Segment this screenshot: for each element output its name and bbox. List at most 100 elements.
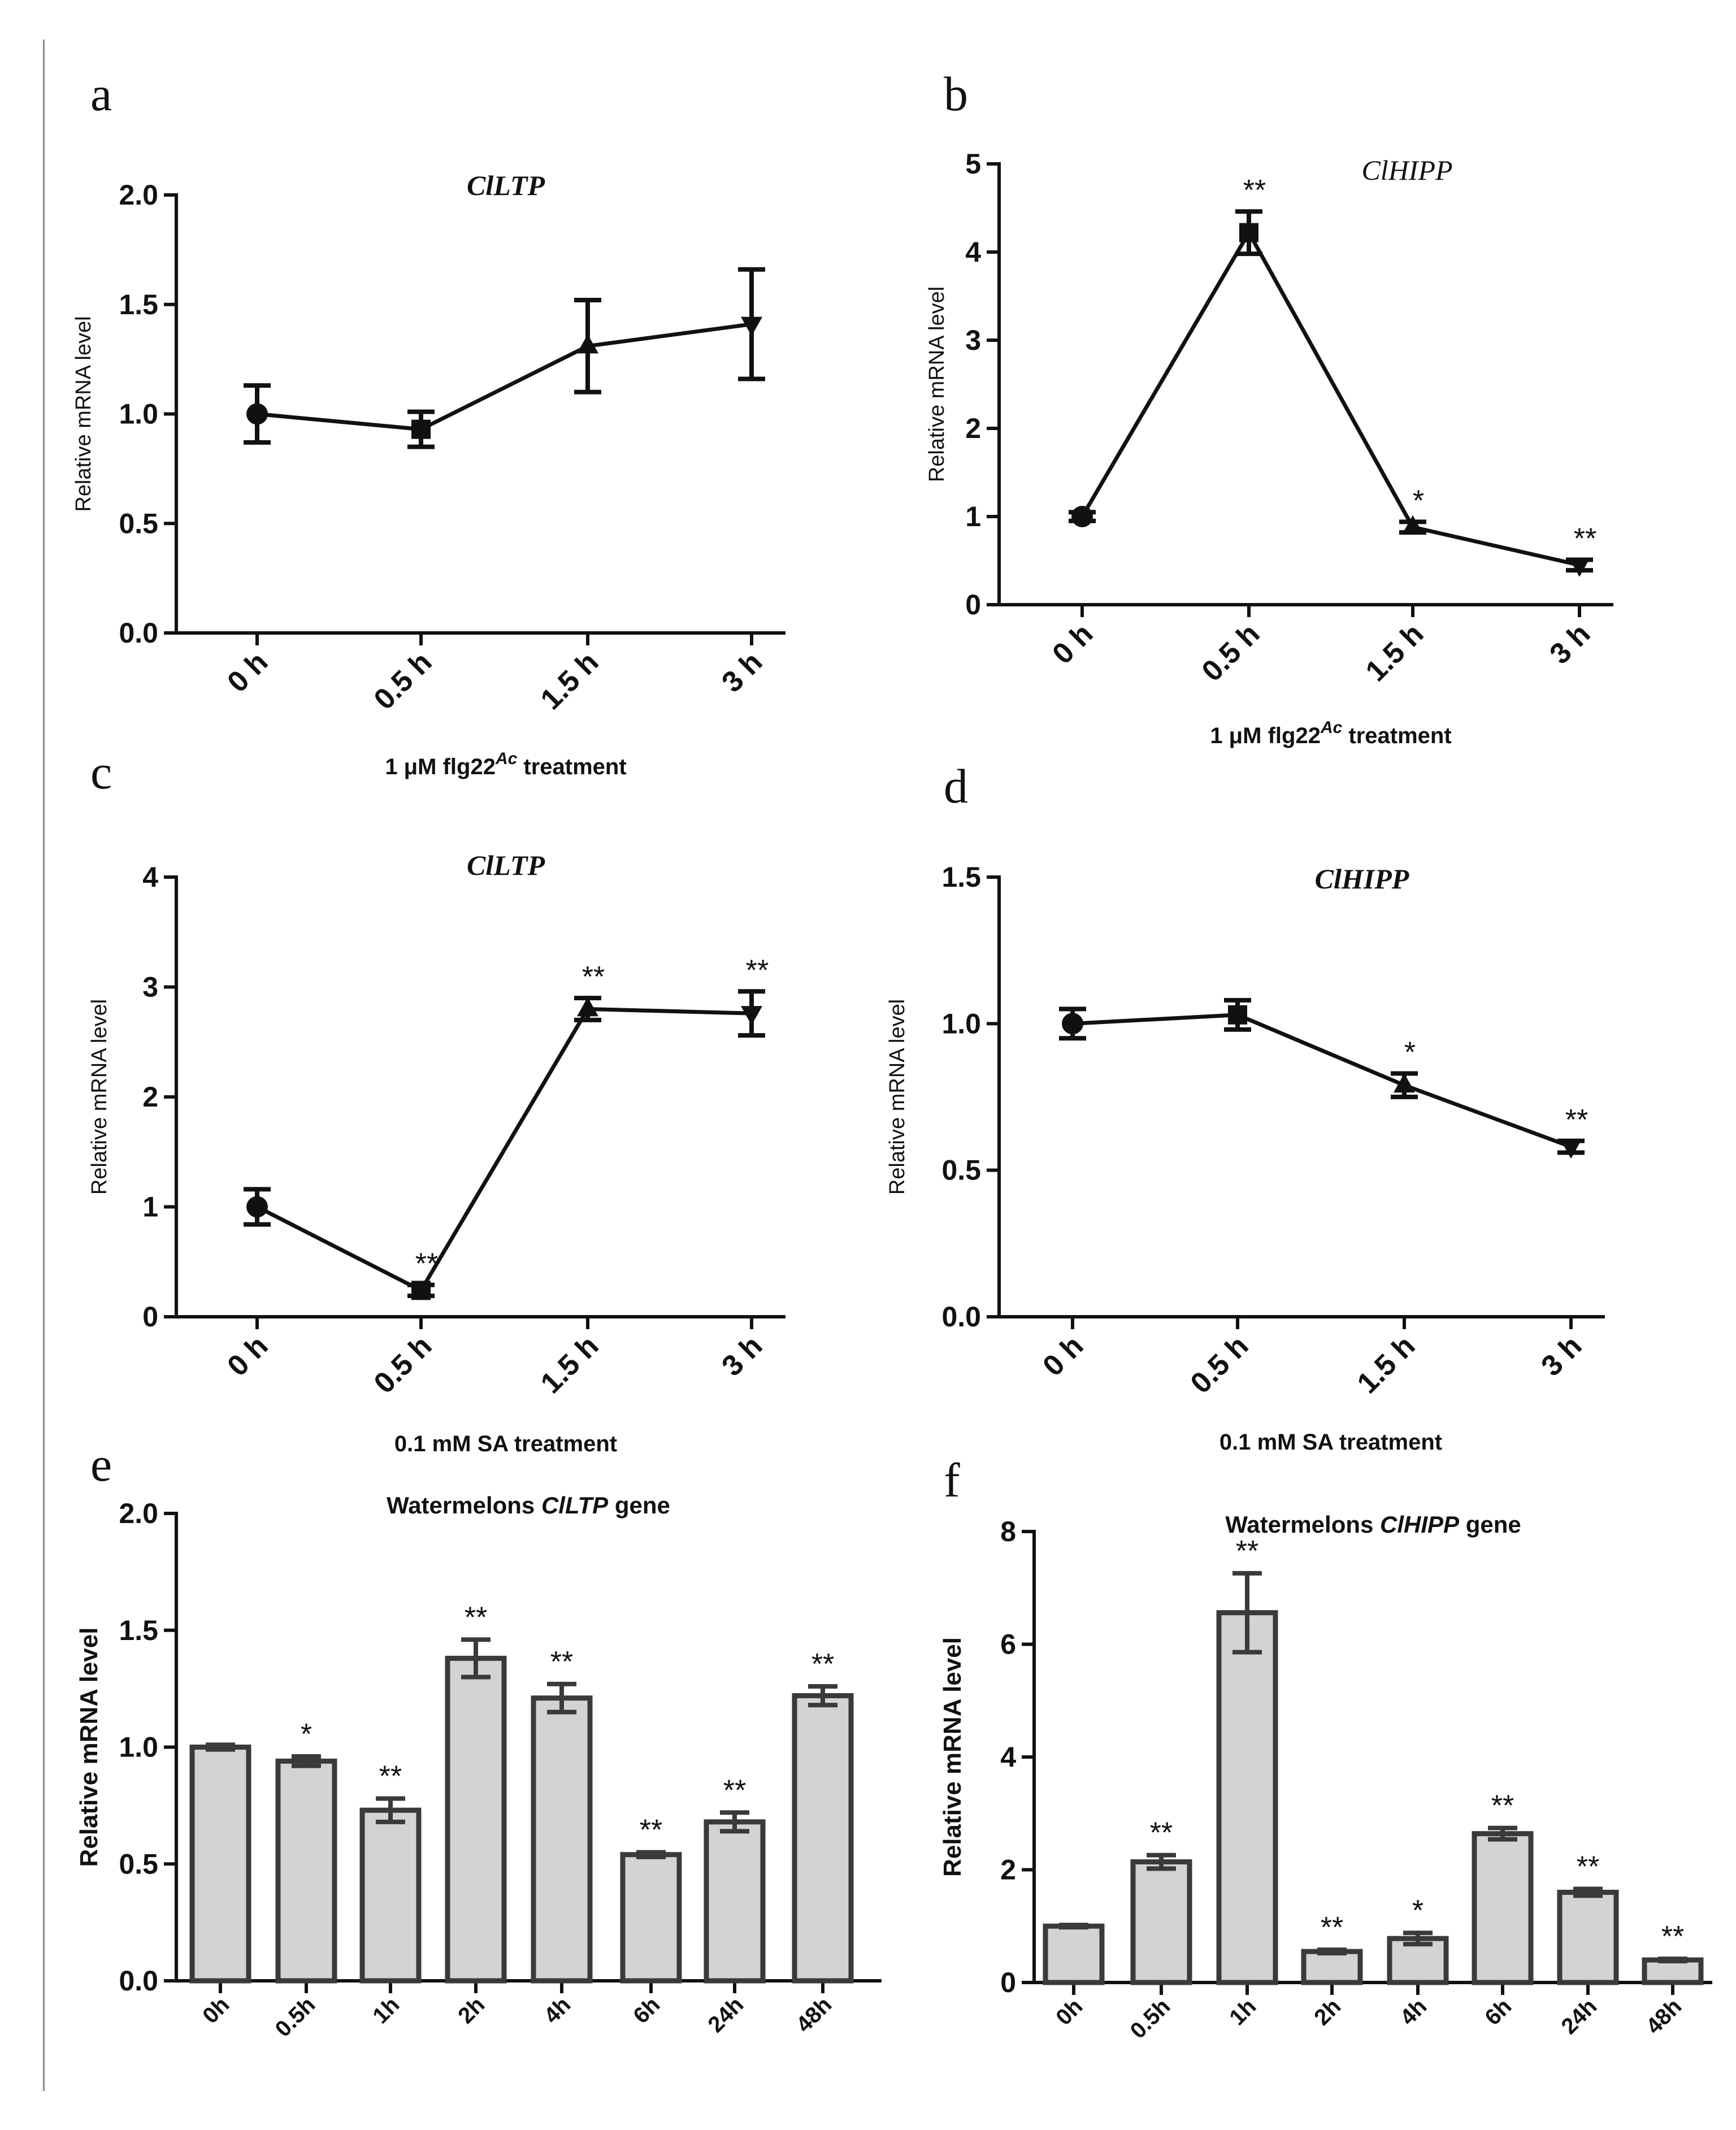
x-axis-label-sup: Ac <box>495 749 518 768</box>
x-axis-label-suffix: treatment <box>1342 723 1451 748</box>
x-axis-label-prefix: 1 μM flg22 <box>385 754 496 779</box>
marker-triangle-down-3 <box>741 1006 762 1026</box>
x-tick-label: 0.5h <box>271 1992 320 2042</box>
significance-label: ** <box>723 1774 746 1807</box>
significance-label: ** <box>582 961 605 994</box>
marker-triangle-down-3 <box>1569 557 1590 577</box>
bar-1h <box>1216 1610 1278 1985</box>
bar-2h <box>1301 1949 1363 1985</box>
x-tick-label: 48h <box>792 1992 837 2037</box>
marker-triangle-down-3 <box>741 316 762 336</box>
x-tick-label: 4h <box>1395 1994 1431 2030</box>
significance-label: * <box>301 1718 312 1751</box>
y-tick-label: 0 <box>142 1301 158 1333</box>
x-tick-label: 0.5 h <box>1184 1329 1255 1400</box>
bar-2h <box>445 1655 507 1984</box>
y-axis-label: Relative mRNA level <box>75 1628 103 1867</box>
y-tick-label: 2.0 <box>119 179 158 211</box>
significance-label: ** <box>640 1814 662 1847</box>
x-tick-label: 4h <box>539 1992 575 2028</box>
x-tick-label: 24h <box>1557 1994 1602 2039</box>
chart-title: Watermelons ClLTP gene <box>387 1492 670 1519</box>
significance-label: ** <box>746 954 769 987</box>
y-tick-label: 2 <box>142 1081 158 1113</box>
x-tick-label: 1.5 h <box>535 1329 605 1400</box>
y-tick-label: 2 <box>1000 1854 1016 1886</box>
x-tick-label: 0 h <box>1046 617 1099 670</box>
x-axis-label-sup: Ac <box>1320 718 1343 737</box>
significance-label: * <box>1413 484 1424 517</box>
y-axis-label: Relative mRNA level <box>925 287 949 482</box>
x-tick-label: 48h <box>1642 1994 1687 2039</box>
panel-a: a 0.0 0.5 1.0 1.5 2.0 0 h 0.5 h 1.5 h 3 h Relative… <box>72 67 785 779</box>
panel-f: f 0 2 4 6 8 0h 0.5h 1h 2h 4h 6h 24h 48h Relative mRNA … <box>939 1453 1712 2044</box>
significance-label: ** <box>1661 1920 1684 1953</box>
x-tick-label: 6h <box>1480 1994 1516 2030</box>
y-tick-label: 0.5 <box>119 1848 158 1880</box>
marker-triangle-up-2 <box>577 334 598 354</box>
marker-square-1 <box>1239 223 1258 242</box>
bar-24h <box>704 1819 766 1984</box>
y-axis-label: Relative mRNA level <box>72 316 96 511</box>
significance-label: ** <box>1321 1911 1343 1944</box>
marker-circle-0 <box>1071 506 1093 527</box>
x-tick-label: 3 h <box>715 1329 769 1382</box>
bar-1h <box>359 1807 422 1984</box>
series-line <box>1072 1013 1572 1149</box>
x-tick-label: 0 h <box>221 1329 274 1382</box>
significance-label: ** <box>550 1646 573 1678</box>
significance-label: * <box>1404 1036 1416 1069</box>
bar-24h <box>1557 1889 1619 1985</box>
series-line <box>257 322 752 432</box>
panel-c: c 0 1 2 3 4 0 h 0.5 h 1.5 h 3 h Relative mRNA leve… <box>88 745 785 1456</box>
significance-label: ** <box>811 1648 834 1681</box>
x-tick-label: 3 h <box>1543 617 1596 670</box>
left-border-line <box>43 40 45 2091</box>
series-line <box>256 1007 752 1293</box>
y-axis-label: Relative mRNA level <box>939 1637 966 1877</box>
y-tick-label: 3 <box>142 971 158 1003</box>
chart-title-prefix: Watermelons <box>1225 1511 1380 1538</box>
y-tick-label: 2.0 <box>119 1498 158 1529</box>
y-tick-label: 5 <box>965 148 981 180</box>
significance-label: ** <box>1491 1790 1514 1823</box>
chart-title: ClLTP <box>467 170 545 201</box>
y-tick-label: 4 <box>965 236 981 268</box>
marker-circle-0 <box>1062 1013 1083 1035</box>
y-tick-label: 4 <box>142 861 158 893</box>
marker-triangle-up-2 <box>577 997 598 1017</box>
y-tick-label: 1.5 <box>941 861 981 893</box>
panel-b: b 0 1 2 3 4 5 0 h 0.5 h 1.5 h 3 h Relative mRNA lev… <box>925 67 1613 748</box>
y-tick-label: 0.0 <box>941 1301 981 1333</box>
significance-label: ** <box>1565 1104 1588 1136</box>
x-tick-label: 0.5 h <box>368 1329 439 1400</box>
series-line <box>1080 228 1580 567</box>
x-tick-label: 3 h <box>1535 1329 1588 1382</box>
y-tick-label: 0.5 <box>941 1155 981 1186</box>
panel-letter-f: f <box>944 1453 960 1507</box>
panel-letter-c: c <box>90 745 112 799</box>
marker-triangle-up-2 <box>1402 515 1423 535</box>
bar-0h <box>1043 1923 1105 1985</box>
bar-0.5h <box>1130 1859 1192 1985</box>
chart-title-suffix: gene <box>1459 1511 1521 1538</box>
y-tick-label: 6 <box>1000 1629 1016 1660</box>
x-axis-label: 0.1 mM SA treatment <box>1219 1430 1442 1455</box>
y-tick-label: 3 <box>965 324 981 356</box>
x-axis-label-suffix: treatment <box>517 754 626 779</box>
x-axis-label: 0.1 mM SA treatment <box>394 1431 617 1456</box>
x-tick-label: 0 h <box>1036 1329 1090 1382</box>
panel-e: e 0.0 0.5 1.0 1.5 2.0 0h 0.5h 1h 2h 4h 6h 24h 48h Rela… <box>75 1437 882 2042</box>
y-tick-label: 0 <box>1000 1967 1016 1998</box>
y-tick-label: 1.5 <box>119 289 158 320</box>
significance-label: ** <box>1243 174 1266 207</box>
y-tick-label: 1.5 <box>119 1615 158 1646</box>
x-tick-label: 0.5 h <box>1196 617 1266 688</box>
y-tick-label: 8 <box>1000 1516 1016 1547</box>
y-tick-label: 1.0 <box>119 398 158 430</box>
chart-title-gene: ClLTP <box>541 1492 609 1519</box>
chart-title-suffix: gene <box>608 1492 670 1519</box>
y-tick-label: 1 <box>965 501 981 532</box>
